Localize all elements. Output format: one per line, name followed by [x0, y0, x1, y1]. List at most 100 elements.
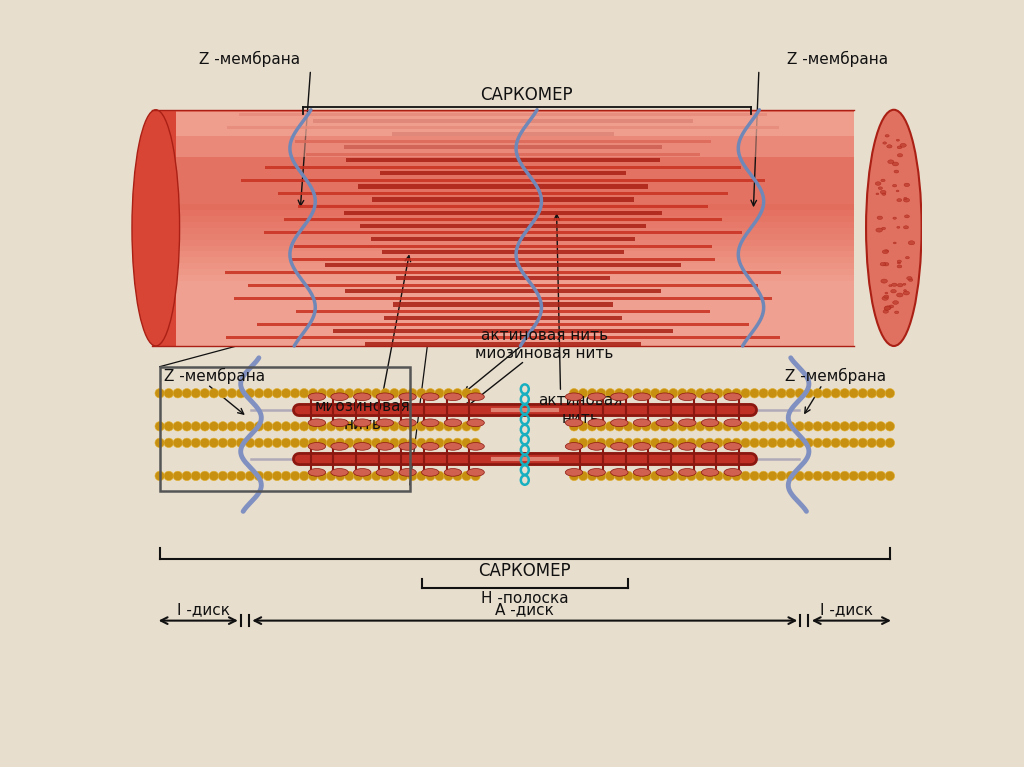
Ellipse shape — [182, 389, 191, 398]
Ellipse shape — [434, 438, 444, 448]
Ellipse shape — [471, 471, 480, 481]
Ellipse shape — [732, 422, 741, 431]
Ellipse shape — [588, 389, 597, 398]
Ellipse shape — [795, 389, 805, 398]
Ellipse shape — [804, 471, 813, 481]
Ellipse shape — [389, 438, 399, 448]
Ellipse shape — [344, 471, 354, 481]
Ellipse shape — [155, 389, 165, 398]
Ellipse shape — [701, 419, 719, 426]
Ellipse shape — [434, 422, 444, 431]
Ellipse shape — [881, 262, 886, 266]
Ellipse shape — [650, 389, 660, 398]
Ellipse shape — [209, 438, 219, 448]
Ellipse shape — [641, 389, 651, 398]
Ellipse shape — [588, 393, 605, 400]
Ellipse shape — [884, 262, 889, 266]
Ellipse shape — [885, 292, 888, 294]
Ellipse shape — [444, 443, 462, 450]
Bar — [306, 153, 700, 156]
Bar — [384, 315, 622, 320]
Ellipse shape — [237, 389, 246, 398]
Ellipse shape — [687, 389, 696, 398]
Bar — [152, 169, 854, 175]
Ellipse shape — [381, 438, 390, 448]
Ellipse shape — [740, 389, 751, 398]
Bar — [152, 269, 854, 275]
Bar — [278, 192, 728, 195]
Ellipse shape — [633, 389, 642, 398]
Ellipse shape — [426, 389, 435, 398]
Ellipse shape — [308, 422, 317, 431]
Ellipse shape — [422, 469, 439, 476]
Ellipse shape — [701, 443, 719, 450]
Ellipse shape — [299, 422, 309, 431]
Ellipse shape — [254, 422, 264, 431]
Ellipse shape — [887, 145, 892, 148]
Ellipse shape — [723, 471, 732, 481]
Bar — [345, 289, 662, 294]
Ellipse shape — [376, 443, 393, 450]
Ellipse shape — [164, 438, 173, 448]
Ellipse shape — [610, 469, 628, 476]
Ellipse shape — [263, 422, 272, 431]
Ellipse shape — [885, 422, 895, 431]
Ellipse shape — [331, 419, 348, 426]
Ellipse shape — [830, 471, 841, 481]
Ellipse shape — [768, 471, 777, 481]
Ellipse shape — [569, 389, 579, 398]
Ellipse shape — [679, 393, 696, 400]
Ellipse shape — [398, 469, 417, 476]
Ellipse shape — [408, 471, 417, 481]
Ellipse shape — [881, 279, 888, 283]
Text: актиновая
нить: актиновая нить — [539, 393, 623, 426]
Bar — [380, 171, 626, 176]
Bar — [152, 112, 854, 157]
Ellipse shape — [155, 422, 165, 431]
Ellipse shape — [849, 471, 858, 481]
Ellipse shape — [866, 110, 922, 346]
Ellipse shape — [891, 289, 896, 293]
Ellipse shape — [633, 393, 651, 400]
Ellipse shape — [164, 422, 173, 431]
Ellipse shape — [813, 471, 822, 481]
Ellipse shape — [885, 306, 891, 310]
Ellipse shape — [155, 471, 165, 481]
Ellipse shape — [569, 438, 579, 448]
Ellipse shape — [227, 471, 237, 481]
Ellipse shape — [331, 393, 348, 400]
Ellipse shape — [565, 419, 583, 426]
Ellipse shape — [453, 471, 462, 481]
Ellipse shape — [610, 443, 628, 450]
Ellipse shape — [740, 438, 751, 448]
Text: Z -мембрана: Z -мембрана — [784, 368, 886, 384]
Ellipse shape — [389, 389, 399, 398]
Ellipse shape — [610, 419, 628, 426]
Ellipse shape — [389, 422, 399, 431]
Ellipse shape — [903, 283, 906, 285]
Ellipse shape — [291, 422, 300, 431]
Ellipse shape — [565, 393, 583, 400]
Bar — [152, 133, 854, 140]
Ellipse shape — [804, 438, 813, 448]
Ellipse shape — [565, 443, 583, 450]
Ellipse shape — [362, 422, 372, 431]
Ellipse shape — [282, 438, 291, 448]
Ellipse shape — [885, 389, 895, 398]
Ellipse shape — [381, 471, 390, 481]
Ellipse shape — [227, 389, 237, 398]
Ellipse shape — [327, 471, 336, 481]
Ellipse shape — [272, 438, 282, 448]
Ellipse shape — [893, 242, 896, 244]
Ellipse shape — [714, 389, 723, 398]
Ellipse shape — [679, 419, 696, 426]
Ellipse shape — [669, 471, 678, 481]
Bar — [257, 324, 749, 326]
Ellipse shape — [372, 438, 381, 448]
Ellipse shape — [588, 471, 597, 481]
Ellipse shape — [867, 438, 877, 448]
Ellipse shape — [263, 471, 272, 481]
Ellipse shape — [605, 389, 615, 398]
Bar — [392, 132, 614, 136]
Ellipse shape — [840, 389, 850, 398]
